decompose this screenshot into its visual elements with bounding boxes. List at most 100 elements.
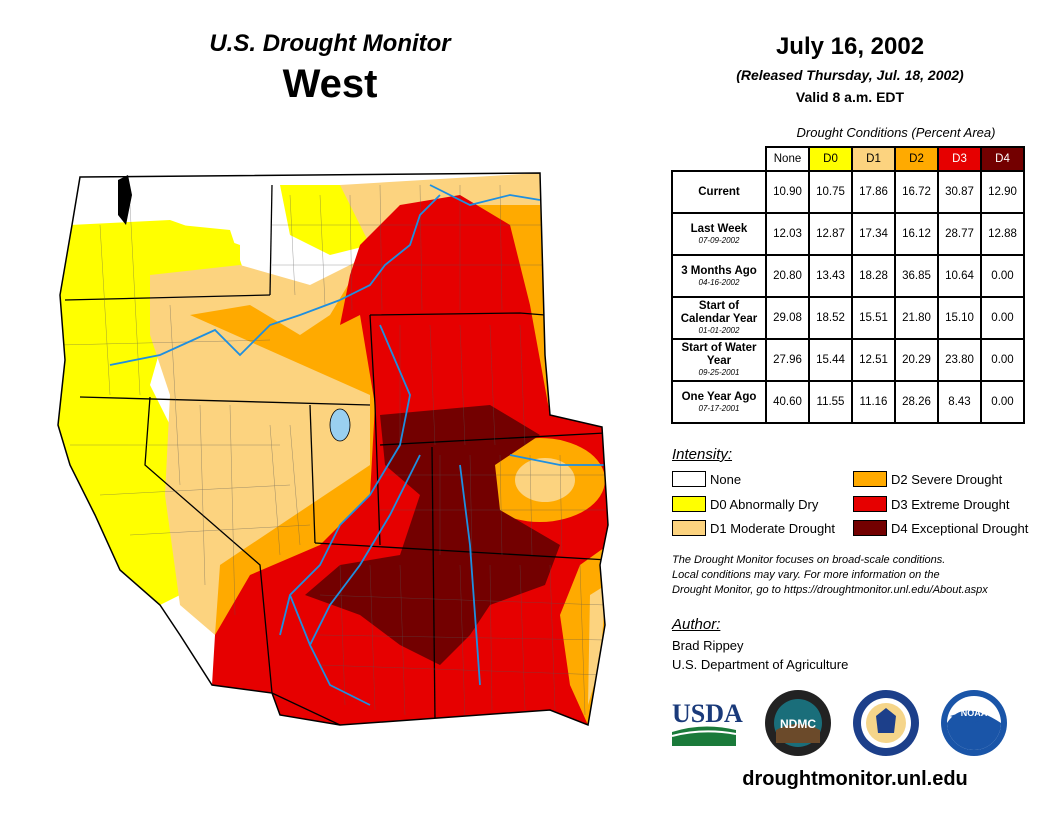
legend-label: D2 Severe Drought (891, 471, 1003, 487)
usda-logo-text: USDA (672, 699, 743, 728)
table-cell: 0.00 (980, 380, 1025, 424)
table-cell: 27.96 (765, 338, 810, 382)
table-cell: 18.52 (808, 296, 853, 340)
partner-logos: USDA NDMC NOAA (668, 688, 1038, 758)
website-url[interactable]: droughtmonitor.unl.edu (742, 768, 968, 790)
table-cell: 21.80 (894, 296, 939, 340)
row-label: One Year Ago 07-17-2001 (671, 380, 767, 424)
table-cell: 29.08 (765, 296, 810, 340)
legend-item-d3: D3 Extreme Drought (853, 495, 1010, 513)
legend-item-d1: D1 Moderate Drought (672, 519, 835, 537)
note-line: Drought Monitor, go to https://droughtmo… (672, 584, 988, 596)
author-heading: Author: (672, 616, 721, 633)
table-cell: 28.77 (937, 212, 982, 256)
legend-swatch (672, 520, 706, 536)
legend-swatch (672, 496, 706, 512)
release-date: (Released Thursday, Jul. 18, 2002) (736, 67, 964, 83)
row-label: Start of Water Year 09-25-2001 (671, 338, 767, 382)
table-header-row: None D0 D1 D2 D3 D4 (672, 146, 1025, 172)
table-cell: 11.55 (808, 380, 853, 424)
table-cell: 10.75 (808, 170, 853, 214)
legend-label: D1 Moderate Drought (710, 520, 836, 536)
table-cell: 0.00 (980, 338, 1025, 382)
table-cell: 12.87 (808, 212, 853, 256)
table-cell: 30.87 (937, 170, 982, 214)
table-cell: 12.90 (980, 170, 1025, 214)
table-caption: Drought Conditions (Percent Area) (796, 125, 996, 140)
col-header-d0: D0 (808, 146, 853, 172)
legend-item-none: None (672, 470, 741, 488)
table-cell: 12.51 (851, 338, 896, 382)
col-header-d3: D3 (937, 146, 982, 172)
drought-map-svg (57, 172, 609, 727)
legend-title: Intensity: (672, 446, 733, 463)
legend-swatch (853, 471, 887, 487)
legend-label: D3 Extreme Drought (891, 496, 1010, 512)
table-cell: 0.00 (980, 254, 1025, 298)
legend-label: D4 Exceptional Drought (891, 520, 1029, 536)
legend-swatch (853, 520, 887, 536)
commerce-seal-logo (853, 690, 919, 756)
table-cell: 15.44 (808, 338, 853, 382)
table-cell: 15.10 (937, 296, 982, 340)
col-header-none: None (765, 146, 810, 172)
note-line: Local conditions may vary. For more info… (672, 569, 940, 581)
table-cell: 20.29 (894, 338, 939, 382)
table-cell: 0.00 (980, 296, 1025, 340)
table-cell: 12.03 (765, 212, 810, 256)
col-header-d2: D2 (894, 146, 939, 172)
legend-swatch (672, 471, 706, 487)
table-cell: 16.72 (894, 170, 939, 214)
legend-item-d2: D2 Severe Drought (853, 470, 1002, 488)
valid-time: Valid 8 a.m. EDT (795, 89, 905, 105)
table-cell: 17.34 (851, 212, 896, 256)
noaa-logo: NOAA (941, 690, 1007, 756)
drought-map (40, 165, 640, 745)
col-header-d4: D4 (980, 146, 1025, 172)
table-cell: 8.43 (937, 380, 982, 424)
legend-label: None (710, 471, 742, 487)
map-title: U.S. Drought Monitor (209, 30, 451, 57)
table-corner (672, 147, 766, 171)
author-organization: U.S. Department of Agriculture (672, 657, 849, 672)
row-label: 3 Months Ago 04-16-2002 (671, 254, 767, 298)
table-row: One Year Ago 07-17-2001 40.60 11.55 11.16… (671, 380, 1025, 424)
table-cell: 36.85 (894, 254, 939, 298)
author-name: Brad Rippey (672, 638, 744, 653)
table-row: 3 Months Ago 04-16-2002 20.80 13.43 18.28… (671, 254, 1025, 298)
table-row: Current 10.90 10.75 17.86 16.72 30.87 12… (671, 170, 1025, 214)
table-cell: 16.12 (894, 212, 939, 256)
legend-swatch (853, 496, 887, 512)
legend-item-d4: D4 Exceptional Drought (853, 519, 1028, 537)
table-row: Start of Water Year 09-25-2001 27.96 15.4… (671, 338, 1025, 382)
region-title: West (282, 62, 378, 106)
table-cell: 18.28 (851, 254, 896, 298)
row-label: Start of Calendar Year 01-01-2002 (671, 296, 767, 340)
noaa-logo-text: NOAA (961, 708, 988, 718)
table-cell: 40.60 (765, 380, 810, 424)
ndmc-logo: NDMC (765, 690, 831, 756)
usda-logo: USDA (671, 699, 743, 746)
map-date: July 16, 2002 (775, 33, 925, 60)
table-row: Start of Calendar Year 01-01-2002 29.08 1… (671, 296, 1025, 340)
row-label: Current (671, 170, 767, 214)
legend-item-d0: D0 Abnormally Dry (672, 495, 818, 513)
table-cell: 10.90 (765, 170, 810, 214)
table-cell: 15.51 (851, 296, 896, 340)
note-line: The Drought Monitor focuses on broad-sca… (672, 554, 946, 566)
disclaimer-note: The Drought Monitor focuses on broad-sca… (672, 553, 1022, 598)
table-cell: 12.88 (980, 212, 1025, 256)
drought-stats-table: None D0 D1 D2 D3 D4 Current 10.90 10.75 … (671, 146, 1025, 424)
table-cell: 20.80 (765, 254, 810, 298)
col-header-d1: D1 (851, 146, 896, 172)
ndmc-logo-text: NDMC (780, 717, 816, 731)
row-label: Last Week 07-09-2002 (671, 212, 767, 256)
table-cell: 11.16 (851, 380, 896, 424)
table-cell: 10.64 (937, 254, 982, 298)
table-cell: 17.86 (851, 170, 896, 214)
logos-svg: USDA NDMC NOAA (671, 690, 1007, 756)
table-row: Last Week 07-09-2002 12.03 12.87 17.34 16… (671, 212, 1025, 256)
table-cell: 28.26 (894, 380, 939, 424)
table-cell: 13.43 (808, 254, 853, 298)
table-cell: 23.80 (937, 338, 982, 382)
